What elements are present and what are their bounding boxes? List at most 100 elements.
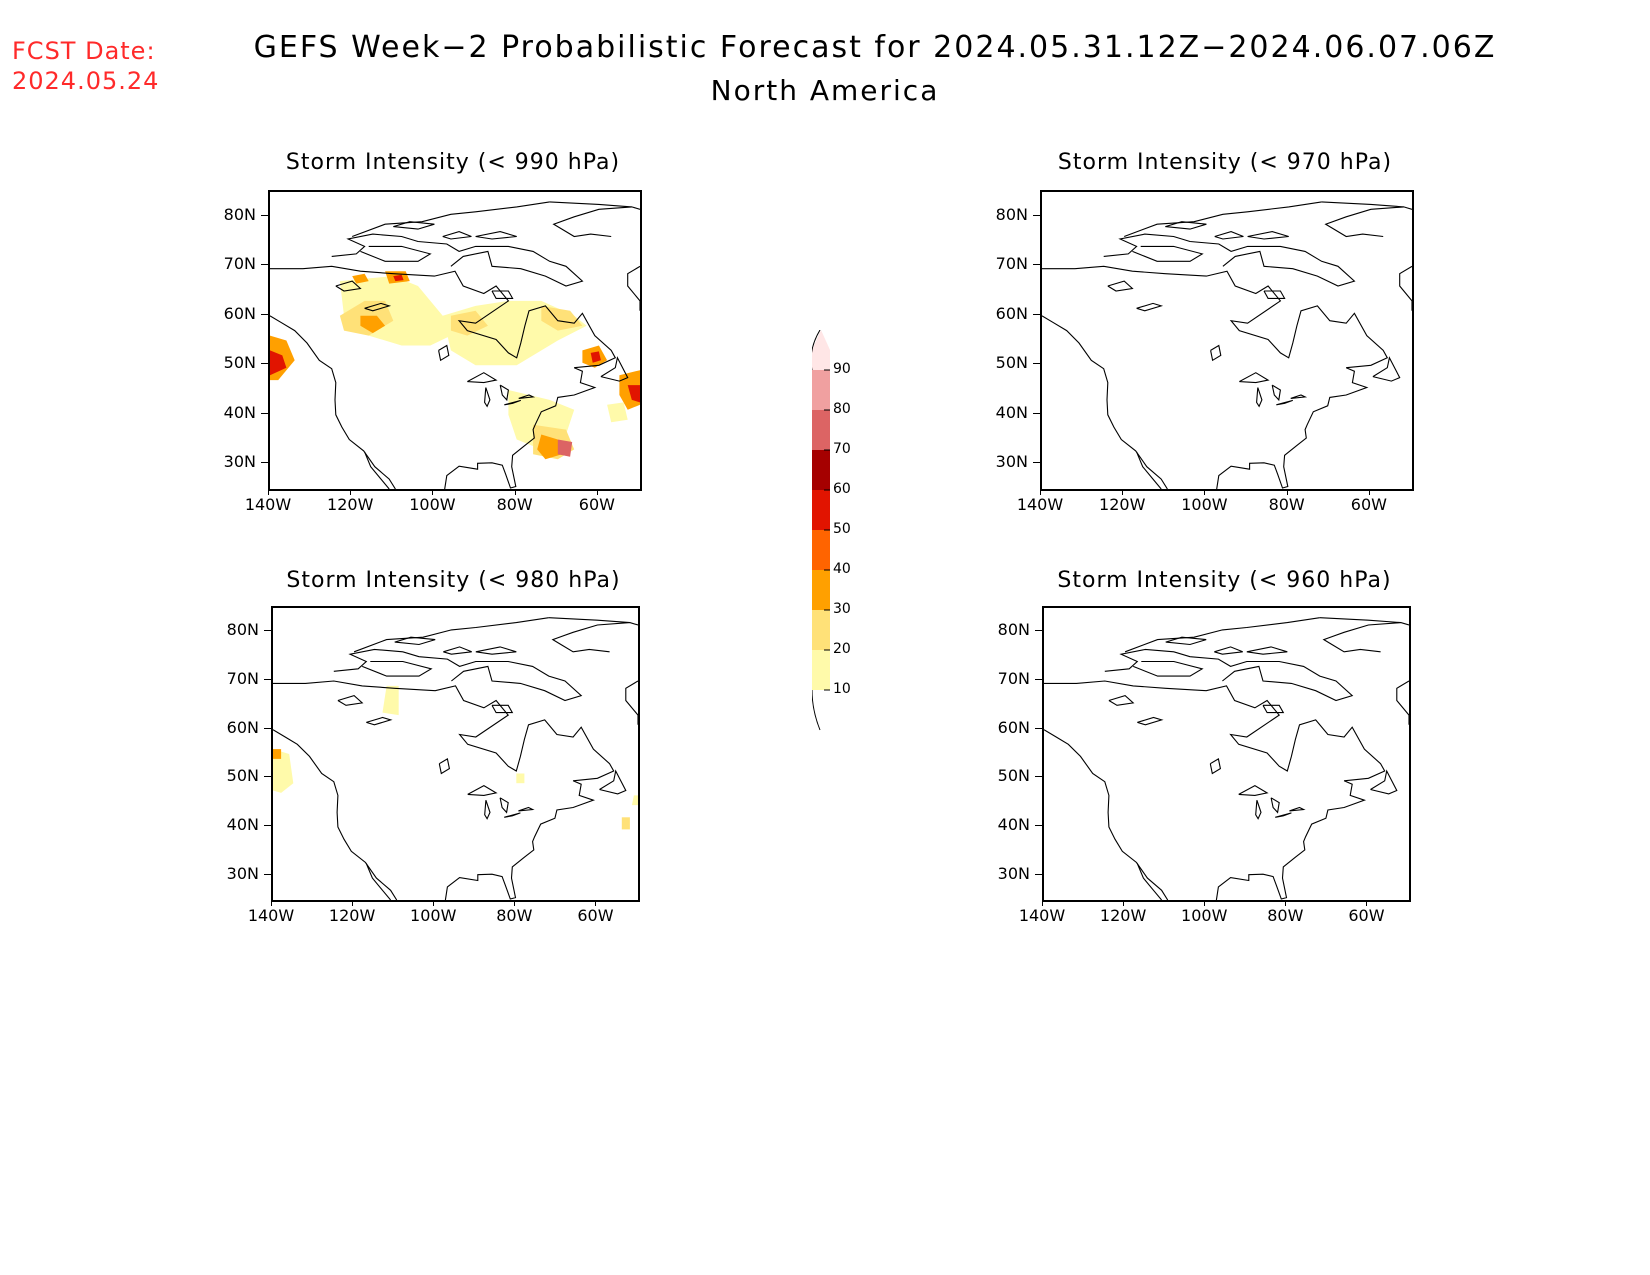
latitude-tick [1035,727,1042,729]
coastline [549,201,640,210]
coastline [270,265,617,489]
coastline [499,384,510,402]
latitude-tick [264,825,271,826]
coastline [1108,694,1135,706]
colorbar-segment [812,490,830,530]
coastline [1103,233,1356,287]
colorbar-segment [812,570,830,610]
probability-fill [621,817,630,830]
latitude-label: 50N [995,353,1028,373]
coastline [491,704,514,714]
colorbar-segment [812,450,830,490]
coastline [1262,704,1285,714]
longitude-label: 100W [1181,906,1228,925]
colorbar-outline [810,329,821,371]
latitude-label: 70N [997,669,1030,688]
longitude-label: 60W [577,906,614,925]
longitude-tick [596,489,598,495]
longitude-tick [350,489,352,495]
longitude-tick [1286,489,1288,495]
latitude-tick [1033,214,1040,216]
coastline [1136,863,1163,900]
latitude-tick [1035,873,1042,875]
colorbar-label: 80 [833,401,851,417]
longitude-label: 100W [1181,495,1228,514]
coastline [1263,290,1286,299]
coastline [1319,617,1409,626]
coastline [352,201,550,238]
coastline [438,344,450,362]
longitude-tick [268,489,269,495]
coastline [1238,784,1269,796]
probability-fill [537,434,562,460]
longitude-label: 80W [1267,906,1304,925]
longitude-tick [1204,489,1206,495]
latitude-label: 30N [995,452,1028,472]
coastline [1042,265,1389,489]
latitude-label: 40N [997,815,1030,834]
latitude-tick [264,630,271,632]
coastline [625,680,638,725]
panel-title: Storm Intensity (< 980 hPa) [286,568,621,593]
longitude-label: 120W [1099,906,1147,925]
colorbar-outline [811,689,821,731]
coastline [1044,680,1386,900]
coastline [1247,231,1289,240]
coastline [1255,800,1262,820]
fcst-date: 2024.05.24 [12,67,160,95]
map-frame [271,606,640,902]
probability-fill [393,274,404,282]
coastline [548,617,638,626]
latitude-tick [261,264,268,266]
latitude-tick [264,679,271,680]
coastline [1289,806,1306,812]
longitude-tick [1123,900,1125,906]
latitude-label: 70N [226,669,259,688]
longitude-label: 100W [409,495,456,514]
latitude-label: 70N [223,254,256,274]
coastline [1290,394,1308,399]
fcst-label: FCST Date: [12,37,156,65]
latitude-tick [1033,264,1040,266]
longitude-label: 120W [328,906,376,925]
longitude-label: 100W [410,906,457,925]
map-svg [1044,617,1409,900]
coastline [1271,384,1282,402]
probability-fill [273,749,294,793]
latitude-label: 30N [223,452,256,472]
latitude-label: 70N [995,254,1028,274]
probability-fill [541,305,583,331]
coastline [393,221,435,230]
coastline [273,729,398,900]
colorbar: 10 20 30 40 50 60 70 80 90 [810,329,892,754]
coastline [1132,660,1204,677]
longitude-tick [514,489,516,495]
coastline [394,636,436,646]
coastline [1136,451,1162,489]
longitude-label: 80W [496,906,533,925]
longitude-tick [352,900,354,906]
latitude-label: 60N [223,303,256,323]
coastline [442,231,472,240]
longitude-label: 120W [327,495,374,514]
colorbar-label: 70 [833,441,851,457]
latitude-label: 60N [995,303,1028,323]
coastline [1042,315,1168,489]
latitude-tick [264,727,271,729]
latitude-tick [1035,825,1042,826]
latitude-label: 80N [995,204,1028,224]
coastline [499,797,509,814]
longitude-label: 60W [1350,495,1387,514]
latitude-tick [1033,363,1040,365]
coastline [1209,758,1222,775]
map-svg [273,617,638,900]
coastline [1322,622,1401,653]
coastline [331,233,584,287]
longitude-label: 140W [1016,495,1064,514]
latitude-tick [1035,776,1042,778]
coastline [1256,387,1263,408]
probability-fill [352,273,369,284]
map-frame [1040,190,1414,491]
longitude-label: 80W [496,495,533,514]
coastline [599,769,627,795]
